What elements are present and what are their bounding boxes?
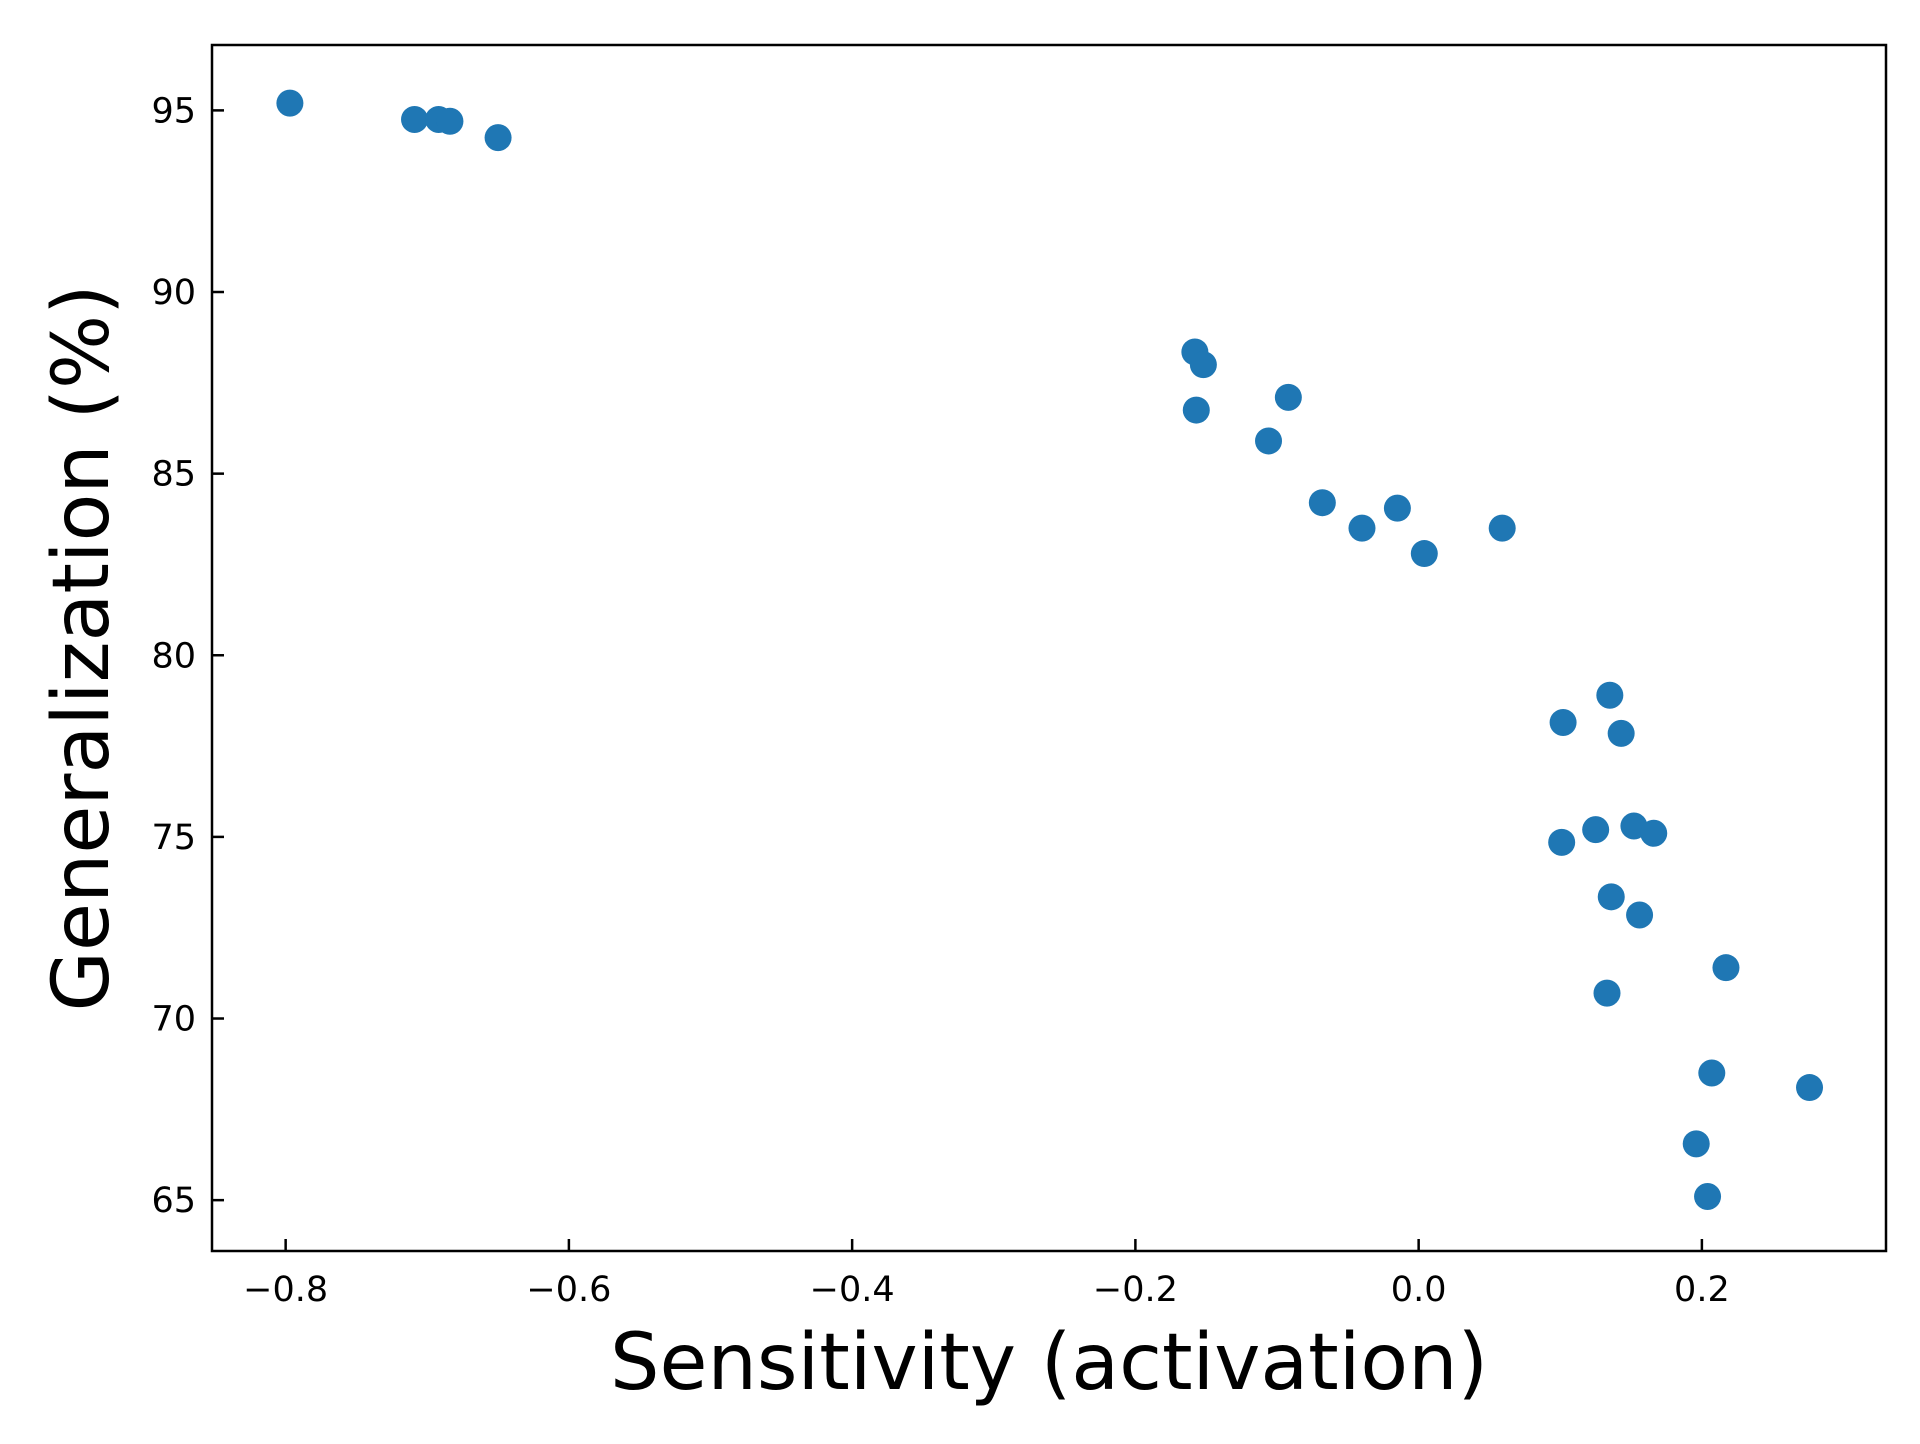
x-axis-label: Sensitivity (activation) [610, 1318, 1488, 1408]
scatter-point [1410, 540, 1438, 568]
scatter-point [1383, 494, 1411, 522]
scatter-point [1712, 954, 1740, 982]
y-axis-label: Generalization (%) [37, 285, 127, 1012]
scatter-point [1607, 719, 1635, 747]
scatter-point [276, 89, 304, 117]
scatter-point [436, 107, 464, 135]
scatter-point [401, 105, 429, 133]
scatter-point [1274, 383, 1302, 411]
scatter-point [1488, 514, 1516, 542]
scatter-point [1255, 427, 1283, 455]
scatter-point [1308, 489, 1336, 517]
scatter-point [1582, 816, 1610, 844]
x-tick-label: −0.2 [1093, 1270, 1178, 1310]
points-layer [276, 89, 1824, 1211]
x-tick-label: −0.8 [243, 1270, 328, 1310]
scatter-point [1182, 396, 1210, 424]
y-tick-label: 90 [151, 273, 196, 313]
scatter-point [1597, 883, 1625, 911]
scatter-point [1796, 1074, 1824, 1102]
scatter-point [1548, 828, 1576, 856]
x-tick-label: −0.4 [810, 1270, 895, 1310]
scatter-point [1698, 1059, 1726, 1087]
y-tick-label: 75 [151, 818, 196, 858]
scatter-point [1593, 979, 1621, 1007]
scatter-point [1549, 708, 1577, 736]
y-tick-label: 70 [151, 1000, 196, 1040]
scatter-point [1596, 681, 1624, 709]
scatter-point [1640, 819, 1668, 847]
x-tick-label: −0.6 [526, 1270, 611, 1310]
ticks-layer: −0.8 −0.6 −0.4 −0.2 0.0 0.2 65 70 75 80 85 90 95 [151, 91, 1729, 1310]
y-tick-label: 65 [151, 1181, 196, 1221]
scatter-point [1348, 514, 1376, 542]
y-tick-label: 95 [151, 91, 196, 131]
y-tick-label: 85 [151, 455, 196, 495]
scatter-point [484, 124, 512, 152]
plot-area-frame [210, 43, 1888, 1253]
scatter-point [1626, 901, 1654, 929]
scatter-point [1682, 1130, 1710, 1158]
x-tick-label: 0.0 [1391, 1270, 1447, 1310]
scatter-point [1189, 351, 1217, 379]
scatter-point [1694, 1183, 1722, 1211]
y-tick-label: 80 [151, 636, 196, 676]
x-tick-label: 0.2 [1674, 1270, 1730, 1310]
